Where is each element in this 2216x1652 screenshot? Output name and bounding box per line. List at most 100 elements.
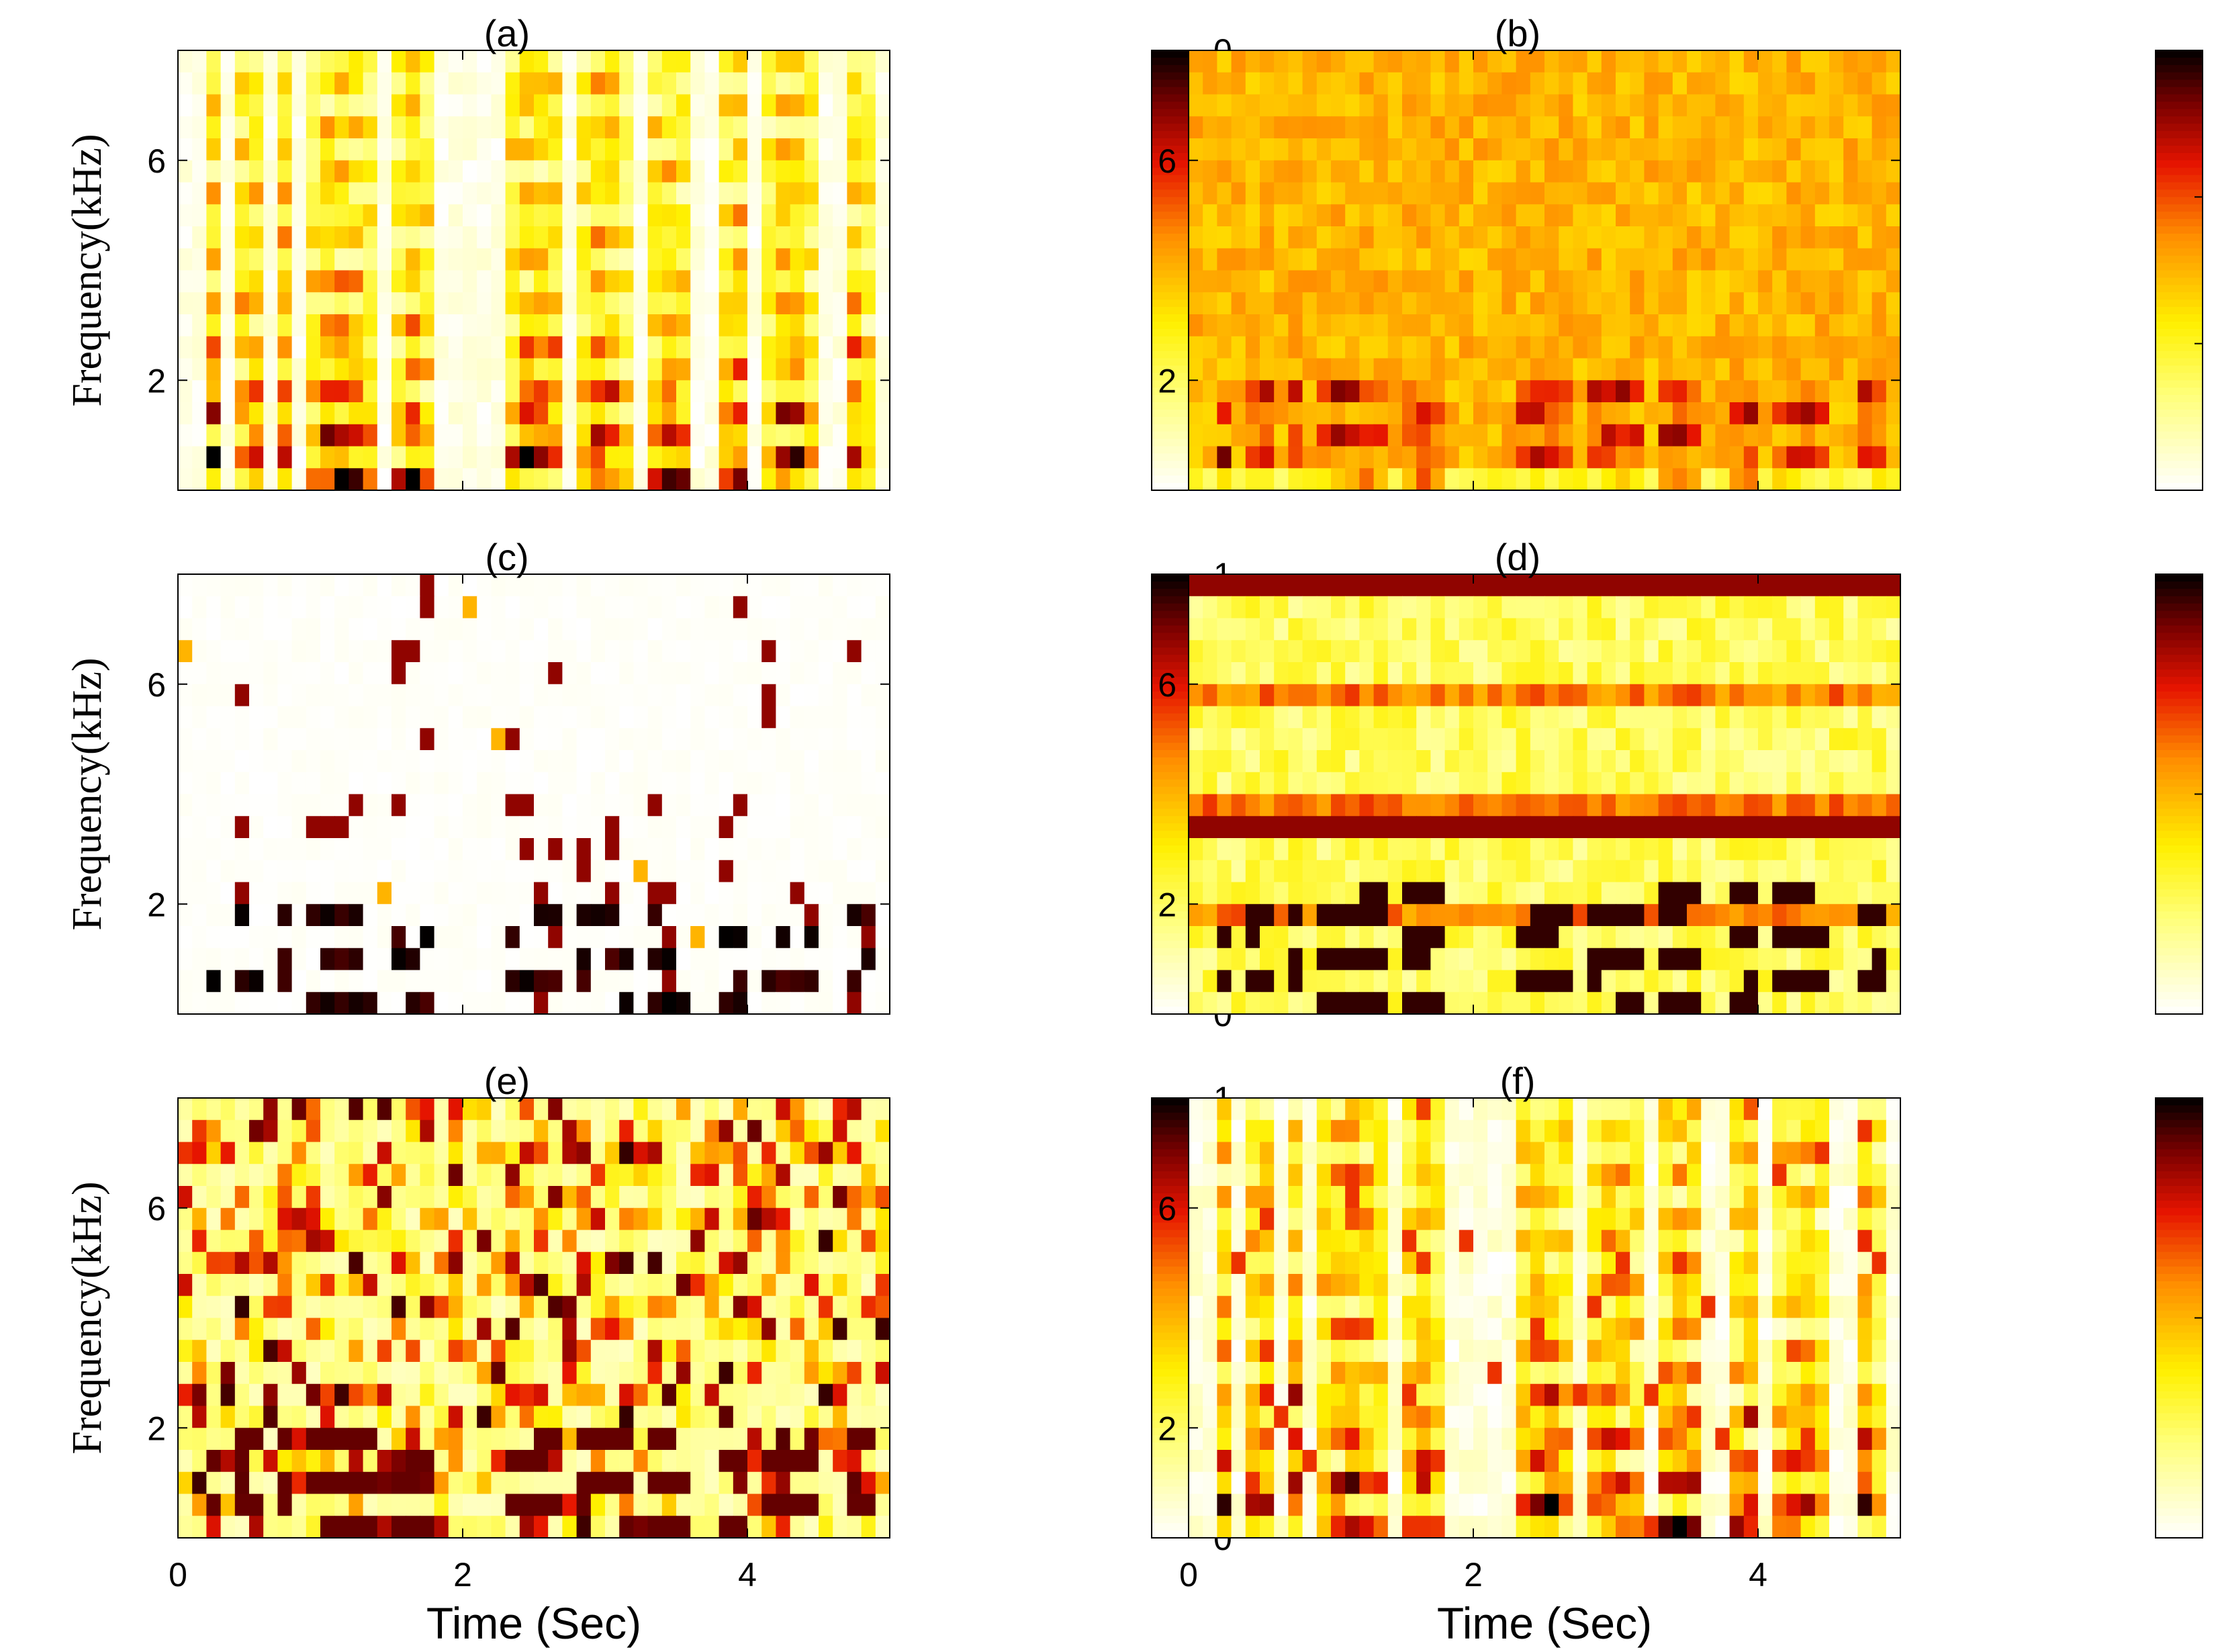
heatmap-cell — [1487, 926, 1502, 949]
heatmap-cell — [1302, 72, 1318, 95]
heatmap-cell — [263, 1164, 278, 1187]
heatmap-cell — [206, 772, 222, 795]
heatmap-cell — [1829, 596, 1844, 619]
heatmap-cell — [804, 882, 819, 905]
heatmap-cell — [1402, 50, 1417, 73]
heatmap-cell — [306, 1142, 321, 1164]
heatmap-cell — [1814, 794, 1830, 817]
heatmap-cell — [1687, 446, 1702, 469]
heatmap-cell — [1203, 72, 1217, 95]
heatmap-cell — [334, 402, 349, 425]
heatmap-cell — [420, 402, 435, 425]
heatmap-cell — [548, 402, 563, 425]
heatmap-cell — [1430, 772, 1446, 795]
heatmap-cell — [306, 1318, 321, 1340]
heatmap-cell — [1203, 292, 1217, 315]
heatmap-cell — [1430, 948, 1446, 971]
heatmap-cell — [1231, 904, 1246, 927]
heatmap-cell — [1530, 596, 1545, 619]
heatmap-cell — [491, 1230, 506, 1252]
heatmap-cell — [306, 1362, 321, 1385]
heatmap-cell — [1843, 270, 1858, 293]
heatmap-cell — [434, 596, 449, 619]
heatmap-cell — [206, 882, 222, 905]
heatmap-cell — [534, 1318, 549, 1340]
heatmap-cell — [676, 248, 691, 271]
heatmap-cell — [1758, 50, 1773, 73]
heatmap-cell — [1302, 270, 1318, 293]
heatmap-cell — [391, 116, 406, 139]
heatmap-cell — [320, 1142, 335, 1164]
heatmap-cell — [306, 816, 321, 839]
heatmap-cell — [1872, 618, 1887, 641]
heatmap-cell — [377, 662, 392, 685]
heatmap-cell — [1559, 926, 1573, 949]
heatmap-cell — [1416, 926, 1431, 949]
heatmap-cell — [719, 1252, 734, 1275]
heatmap-cell — [1829, 50, 1844, 73]
heatmap-cell — [1516, 72, 1531, 95]
heatmap-cell — [206, 116, 222, 139]
heatmap-cell — [192, 1274, 207, 1297]
y-tick-label: 6 — [1158, 142, 1176, 180]
heatmap-cell — [1430, 750, 1446, 773]
heatmap-cell — [847, 860, 862, 883]
heatmap-cell — [1189, 72, 1203, 95]
heatmap-cell — [1687, 424, 1702, 447]
heatmap-cell — [377, 182, 392, 205]
heatmap-cell — [406, 640, 420, 663]
heatmap-cell — [562, 684, 578, 707]
heatmap-cell — [1672, 662, 1688, 685]
heatmap-cell — [306, 72, 321, 95]
heatmap-cell — [291, 640, 307, 663]
heatmap-cell — [420, 618, 435, 641]
heatmap-cell — [548, 948, 563, 971]
heatmap-cell — [833, 684, 847, 707]
heatmap-cell — [1203, 992, 1217, 1015]
heatmap-cell — [1829, 226, 1844, 249]
heatmap-cell — [1430, 72, 1446, 95]
heatmap-cell — [1743, 992, 1759, 1015]
colorbar-swatch — [1152, 948, 1199, 956]
heatmap-cell — [249, 226, 264, 249]
heatmap-cell — [249, 446, 264, 469]
heatmap-cell — [320, 72, 335, 95]
heatmap-cell — [192, 1098, 207, 1121]
heatmap-cell — [1487, 838, 1502, 861]
heatmap-cell — [1302, 926, 1318, 949]
heatmap-cell — [1886, 926, 1901, 949]
heatmap-cell — [277, 926, 293, 949]
colorbar-swatch — [1152, 845, 1199, 854]
heatmap-cell — [1559, 314, 1573, 337]
heatmap-cell — [1616, 662, 1630, 685]
heatmap-cell — [1516, 596, 1531, 619]
heatmap-cell — [1316, 94, 1332, 117]
heatmap-cell — [1260, 270, 1275, 293]
heatmap-cell — [1274, 292, 1289, 315]
heatmap-cell — [477, 860, 492, 883]
heatmap-cell — [576, 574, 592, 597]
heatmap-cell — [1857, 904, 1873, 927]
heatmap-cell — [463, 750, 477, 773]
heatmap-cell — [377, 1230, 392, 1252]
heatmap-cell — [719, 204, 734, 227]
heatmap-cell — [1587, 50, 1602, 73]
heatmap-cell — [1416, 838, 1431, 861]
heatmap-cell — [647, 116, 663, 139]
heatmap-cell — [1516, 50, 1531, 73]
colorbar-swatch — [1152, 226, 1199, 234]
heatmap-cell — [206, 1098, 222, 1121]
heatmap-cell — [1459, 618, 1474, 641]
heatmap-cell — [1616, 380, 1630, 403]
heatmap-cell — [1530, 380, 1545, 403]
heatmap-cell — [1459, 204, 1474, 227]
heatmap-cell — [690, 1252, 705, 1275]
heatmap-cell — [1729, 424, 1745, 447]
colorbar-swatch — [2156, 50, 2203, 58]
heatmap-cell — [1800, 640, 1816, 663]
heatmap-cell — [420, 816, 435, 839]
heatmap-cell — [804, 860, 819, 883]
heatmap-cell — [619, 468, 634, 491]
heatmap-cell — [1502, 248, 1517, 271]
heatmap-cell — [1530, 706, 1545, 729]
